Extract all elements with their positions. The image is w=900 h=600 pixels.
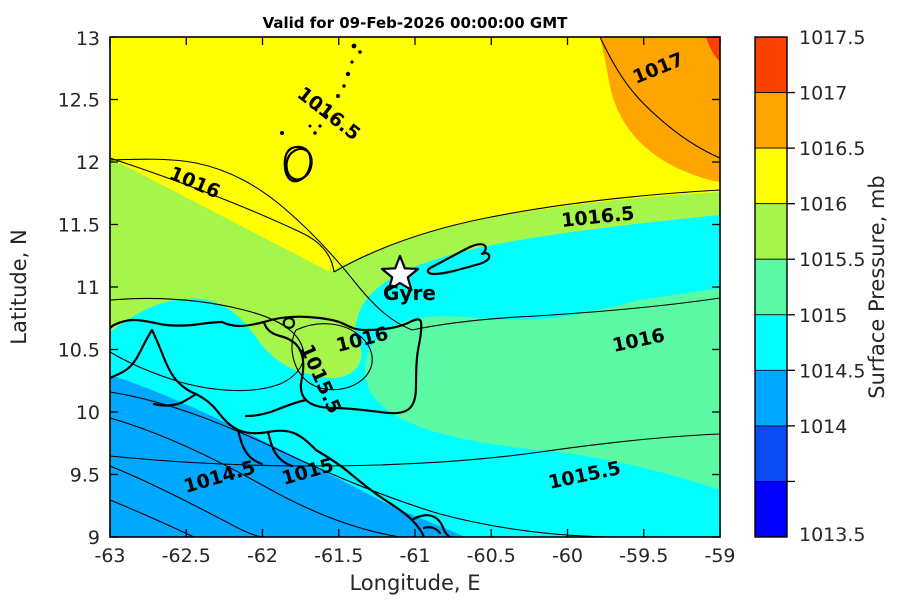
coastline-trinidad [262,315,423,415]
contour-line-1014 [110,465,263,537]
contour-line-1016p5-right [333,189,720,273]
coastline-grenadines-islets [280,43,362,135]
colorbar-tick-label-1013p5: 1013.5 [799,524,865,546]
x-tick-label-4: -61 [399,545,430,567]
contour-line-1015 [110,391,611,537]
y-axis-tick-labels: 9 9.5 10 10.5 11 11.5 12 12.5 13 [58,28,100,549]
colorbar-tick-label-1017p5: 1017.5 [799,27,865,49]
coastline-delta-southeast [314,448,426,537]
colorbar-cell-1016 [754,203,788,260]
contour-band-1015p5 [110,37,720,490]
x-tick-label-6: -60 [552,545,583,567]
contour-fill-layer [110,37,720,537]
x-axis-title: Longitude, E [349,571,480,595]
colorbar-tick-label-1015p5: 1015.5 [799,249,865,271]
x-tick-label-3: -61.5 [314,545,363,567]
y-tick-label-3: 10.5 [58,340,100,362]
contour-line-1014p5 [110,417,401,537]
contour-line-1016-upper [110,158,413,331]
y-axis-title: Latitude, N [7,229,31,345]
x-tick-label-0: -63 [94,545,125,567]
colorbar-title: Surface Pressure, mb [865,175,889,398]
colorbar-cell-1015 [754,314,788,371]
coastline-layer [110,43,491,537]
colorbar-cell-1013p5 [754,481,788,538]
y-tick-label-4: 11 [76,277,100,299]
contour-band-1016p5-wedge [330,86,720,272]
contour-line-1016-right [411,297,720,331]
y-tick-label-7: 12.5 [58,90,100,112]
coastline-grenada [285,147,313,181]
y-tick-label-1: 9.5 [70,465,100,487]
contour-line-1016p5-left [110,157,335,273]
colorbar-tick-label-1016: 1016 [799,194,847,216]
colorbar-cell-1015p5 [754,258,788,316]
coastline-trinidad-southwest [244,398,308,418]
colorbar-ticks [787,91,795,483]
colorbar-cell-1014p5 [754,369,788,427]
gyre-marker-group[interactable]: Gyre [380,254,436,305]
colorbar-tick-label-1014p5: 1014.5 [799,360,865,382]
coastline-trinidad-nw-peninsula [220,320,266,328]
gyre-star-icon[interactable] [380,254,420,292]
y-tick-label-5: 11.5 [58,215,100,237]
coastline-tobago [426,243,491,276]
coastline-gulf-paria-west [110,328,154,380]
colorbar-tick-label-1016p5: 1016.5 [799,138,865,160]
colorbar: 1017.5 1017 1016.5 1016 1015.5 1015 1014… [754,27,889,546]
x-axis-tick-labels: -63 -62.5 -62 -61.5 -61 -60.5 -60 -59.5 … [94,545,735,567]
colorbar-tick-label-1015: 1015 [799,305,847,327]
colorbar-tick-labels: 1017.5 1017 1016.5 1016 1015.5 1015 1014… [799,27,865,546]
coastline-delta-finger-2 [266,430,294,468]
contour-band-1016p5-refine [110,37,720,272]
colorbar-tick-label-1017: 1017 [799,83,847,105]
y-tick-label-0: 9 [88,527,100,549]
coastline-delta-detail-2 [422,526,442,535]
coastline-venezuela-north [110,318,224,330]
coastline-delta-finger-1 [236,428,264,466]
colorbar-cell-1016p5 [754,147,788,205]
coastline-delta-detail-1 [410,514,452,537]
x-tick-label-8: -59 [704,545,735,567]
y-axis-ticks [110,36,720,538]
page-title: Valid for 09-Feb-2026 00:00:00 GMT [263,14,569,32]
colorbar-frame [754,36,788,538]
y-tick-label-2: 10 [76,402,100,424]
coastline-orinoco-delta-north [194,392,318,452]
contour-line-1015p5-right [110,433,720,467]
colorbar-cell-1017 [754,92,788,149]
x-tick-label-2: -62 [247,545,278,567]
colorbar-cell-1017p5 [754,36,788,93]
contour-band-1017-main [600,37,720,182]
colorbar-tick-label-1014: 1014 [799,416,847,438]
contour-pocket-1016 [297,326,362,379]
y-tick-label-8: 13 [76,28,100,50]
contour-line-layer [110,37,720,537]
colorbar-cell-1014 [754,425,788,482]
coastline-paria-south [152,392,198,407]
gyre-marker-label: Gyre [383,281,436,305]
x-tick-label-7: -59.5 [619,545,668,567]
coastline-chacachacare [282,317,296,329]
y-tick-label-6: 12 [76,152,100,174]
x-tick-label-1: -62.5 [162,545,211,567]
contour-line-1017 [599,37,720,159]
x-tick-label-5: -60.5 [467,545,516,567]
x-axis-ticks [109,37,721,537]
coastline-gulf-paria-east [150,328,198,396]
contour-band-1017p5 [706,37,720,62]
